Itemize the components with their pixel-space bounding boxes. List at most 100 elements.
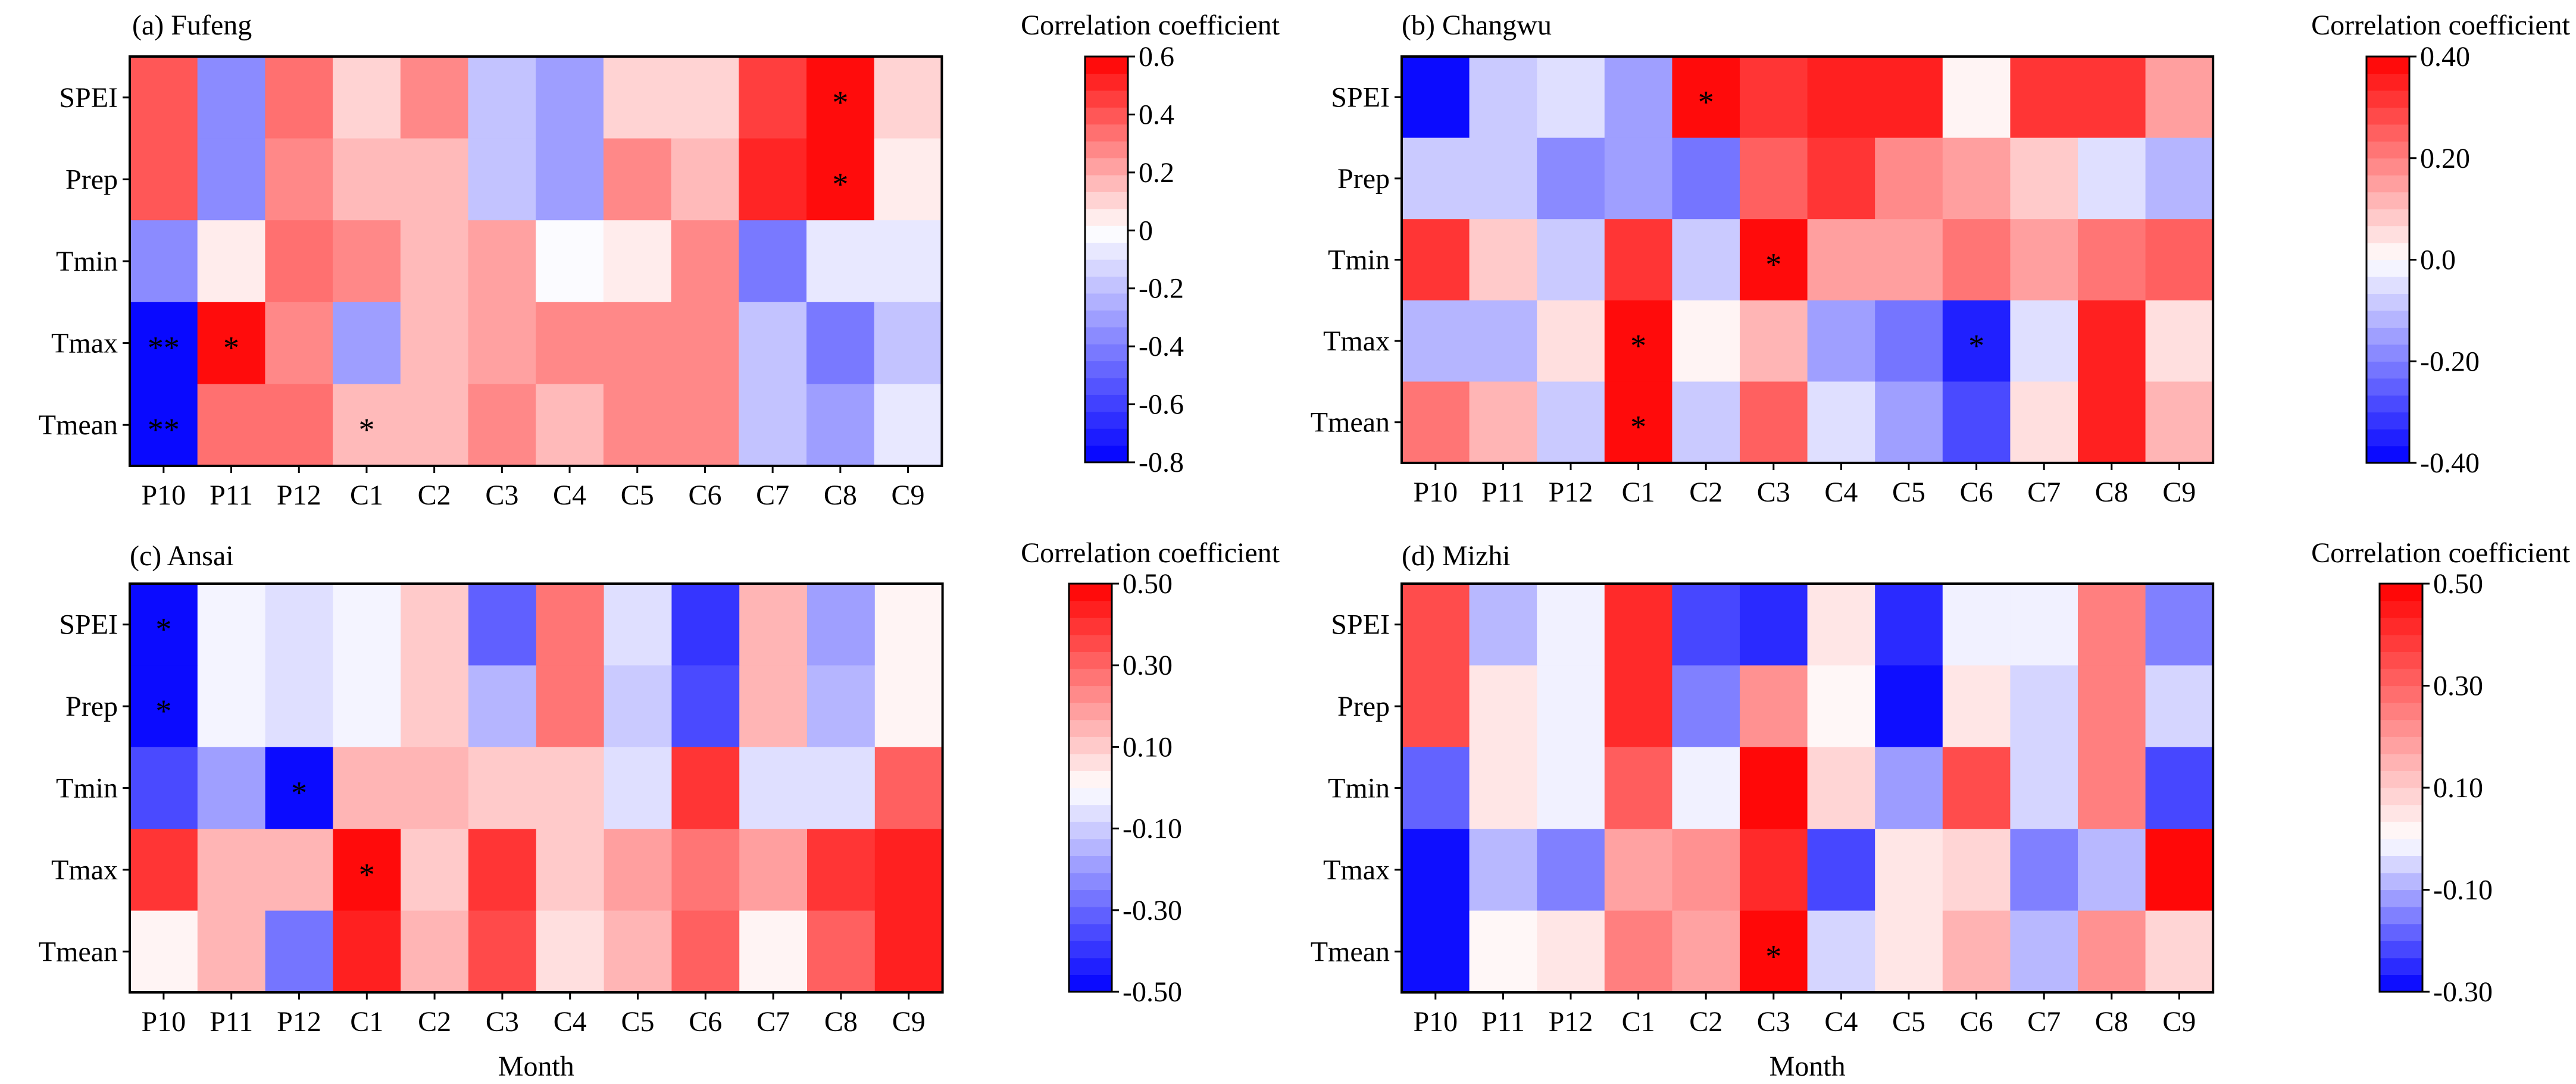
heatmap-cell-prep-c4 [536, 138, 604, 221]
colorbar-band [1085, 344, 1128, 362]
y-tick-label-tmin: Tmin [1328, 773, 1390, 804]
colorbar-band [2366, 344, 2409, 362]
heatmap-cell-tmean-c2 [1672, 381, 1740, 463]
heatmap-cell-tmax-p12 [265, 302, 333, 384]
colorbar-band [2366, 276, 2409, 295]
colorbar-band [1069, 618, 1112, 635]
heatmap-cell-tmax-c8 [2078, 829, 2146, 911]
colorbar-band [1085, 107, 1128, 125]
heatmap-cell-tmean-c6 [1942, 381, 2011, 463]
colorbar-band [2366, 361, 2409, 379]
x-tick-label-c7: C7 [2027, 477, 2061, 508]
heatmap-cell-tmin-c6 [671, 220, 739, 303]
colorbar-band [2366, 395, 2409, 413]
heatmap-cell-tmean-c3 [1740, 910, 1808, 993]
colorbar-band [2380, 872, 2422, 891]
panel-ansai: (c) Ansai Correlation coefficient * * * * SPEI… [39, 537, 1280, 1082]
heatmap-cell-prep-c9 [874, 138, 942, 221]
colorbar-label: Correlation coefficient [2311, 10, 2571, 41]
colorbar-tick-label: 0.30 [1123, 650, 1173, 681]
heatmap-cell-prep-c7 [739, 665, 808, 748]
colorbar-band [1069, 957, 1112, 976]
heatmap-cell-spei-c5 [603, 57, 672, 139]
significance-marker-tmean-c3: * [1765, 938, 1781, 974]
heatmap-cell-tmean-c3 [1740, 381, 1808, 463]
x-tick-label-c3: C3 [485, 480, 518, 511]
heatmap-cell-prep-p10 [1402, 665, 1470, 748]
x-tick-label-p11: P11 [1481, 1006, 1525, 1038]
heatmap-cell-spei-c2 [1672, 57, 1740, 139]
colorbar-band [1085, 124, 1128, 142]
heatmap-cell-spei-c7 [2010, 57, 2078, 139]
heatmap-cell-tmean-c8 [2078, 910, 2146, 993]
x-tick-label-c8: C8 [824, 480, 857, 511]
heatmap-cell-tmax-c8 [807, 829, 876, 911]
colorbar-tick-label: -0.40 [2420, 447, 2480, 479]
colorbar-band [1069, 719, 1112, 737]
heatmap-cell-tmax-c3 [1740, 829, 1808, 911]
x-tick-label-c6: C6 [688, 480, 721, 511]
colorbar-tick-label: 0.4 [1139, 99, 1174, 130]
heatmap-cell-tmean-c5 [1875, 910, 1943, 993]
heatmap-cell-tmean-p11 [1469, 910, 1537, 993]
colorbar-band [2366, 310, 2409, 328]
colorbar-band [2366, 90, 2409, 108]
colorbar-band [1085, 225, 1128, 243]
heatmap-cell-prep-c9 [2145, 137, 2214, 220]
heatmap-cell-spei-c9 [2145, 57, 2214, 139]
heatmap-cell-spei-c2 [401, 584, 469, 666]
heatmap-cell-tmin-c5 [604, 747, 672, 829]
colorbar-tick-label: -0.6 [1139, 389, 1184, 421]
heatmap-cell-tmin-c1 [1604, 219, 1672, 301]
colorbar-tick-label: -0.2 [1139, 273, 1184, 305]
x-tick-label-c2: C2 [418, 480, 451, 511]
heatmap-cell-prep-p12 [265, 665, 333, 748]
heatmap-cell-tmin-c2 [400, 220, 469, 303]
significance-marker-prep-c8: * [832, 166, 848, 202]
heatmap-cell-spei-p10 [130, 584, 198, 666]
x-tick-label-c4: C4 [553, 480, 586, 511]
heatmap-cell-tmax-c1 [1604, 300, 1672, 382]
significance-marker-tmax-p11: * [223, 330, 239, 366]
y-tick-label-tmin: Tmin [1328, 245, 1390, 276]
colorbar-tick-label: 0.40 [2420, 41, 2470, 73]
heatmap-cell-spei-c4 [1807, 584, 1875, 666]
colorbar-band [2380, 923, 2422, 941]
y-tick-label-prep: Prep [65, 691, 118, 722]
colorbar-tick-label: 0.50 [1123, 568, 1173, 600]
heatmap-cell-spei-p12 [1537, 57, 1605, 139]
colorbar-tick-label: 0.50 [2433, 568, 2483, 600]
y-tick-label-spei: SPEI [59, 609, 118, 641]
y-tick-label-prep: Prep [1337, 691, 1390, 722]
heatmap-cell-tmin-p12 [1537, 219, 1605, 301]
heatmap-cell-spei-c3 [1740, 584, 1808, 666]
heatmap-cell-tmean-c4 [1807, 381, 1875, 463]
x-tick-label-p10: P10 [141, 480, 186, 511]
colorbar-band [1085, 377, 1128, 395]
y-tick-label-tmin: Tmin [56, 246, 118, 277]
heatmap-cell-tmax-c2 [1672, 829, 1740, 911]
colorbar-band [2380, 703, 2422, 720]
colorbar: 0.6 0.4 0.2 0 -0.2 -0.4 -0.6 -0.8 [1084, 41, 1184, 478]
colorbar-label: Correlation coefficient [1021, 537, 1280, 569]
panel-mizhi: (d) Mizhi Correlation coefficient * SPEI Pre… [1311, 537, 2571, 1082]
heatmap-cell-prep-c8 [807, 665, 876, 748]
heatmap-cell-tmean-c4 [536, 910, 605, 993]
heatmap-cell-prep-c8 [2078, 137, 2146, 220]
colorbar-band [1069, 872, 1112, 891]
x-tick-label-p12: P12 [277, 1006, 321, 1038]
heatmap-cell-tmax-c6 [1942, 829, 2011, 911]
y-tick-label-spei: SPEI [1331, 609, 1390, 641]
colorbar-band [1085, 361, 1128, 378]
y-tick-label-tmax: Tmax [1323, 325, 1390, 357]
heatmap-cell-tmax-c4 [536, 829, 605, 911]
heatmap-cell-prep-c6 [1942, 137, 2011, 220]
heatmap-cell-tmin-c4 [1807, 219, 1875, 301]
heatmap-cell-tmin-c4 [1807, 747, 1875, 829]
heatmap-cell-tmean-c1 [1604, 910, 1672, 993]
heatmap-cell-prep-p10 [130, 665, 198, 748]
x-tick-label-c9: C9 [2162, 477, 2196, 508]
colorbar-band [1069, 788, 1112, 806]
colorbar-band [2366, 209, 2409, 227]
colorbar-band [1069, 737, 1112, 754]
